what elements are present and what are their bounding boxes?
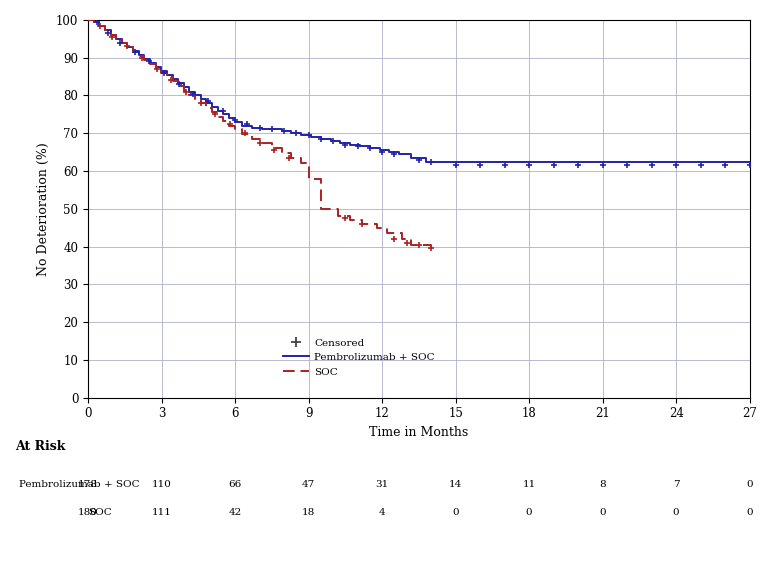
Text: 11: 11 [522,480,535,489]
Text: 110: 110 [151,480,171,489]
Text: 31: 31 [376,480,389,489]
Text: 178: 178 [78,480,98,489]
Text: 4: 4 [379,508,386,517]
Y-axis label: No Deterioration (%): No Deterioration (%) [37,142,50,275]
Text: 180: 180 [78,508,98,517]
Text: 111: 111 [151,508,171,517]
Text: 42: 42 [229,508,242,517]
Text: SOC: SOC [88,508,112,517]
Text: At Risk: At Risk [15,440,66,453]
Text: 0: 0 [673,508,679,517]
Text: 0: 0 [526,508,532,517]
Text: 18: 18 [302,508,315,517]
Text: Pembrolizumab + SOC: Pembrolizumab + SOC [19,480,140,489]
Text: 47: 47 [302,480,315,489]
X-axis label: Time in Months: Time in Months [369,426,468,439]
Legend: Censored, Pembrolizumab + SOC, SOC: Censored, Pembrolizumab + SOC, SOC [278,334,438,381]
Text: 7: 7 [673,480,679,489]
Text: 0: 0 [599,508,606,517]
Text: 66: 66 [229,480,242,489]
Text: 0: 0 [452,508,459,517]
Text: 0: 0 [747,508,753,517]
Text: 14: 14 [449,480,462,489]
Text: 8: 8 [599,480,606,489]
Text: 0: 0 [747,480,753,489]
